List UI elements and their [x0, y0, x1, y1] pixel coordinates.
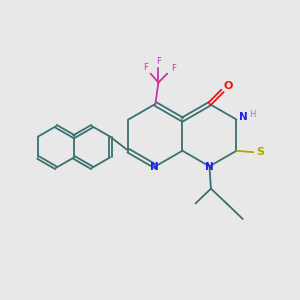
Text: S: S: [256, 147, 264, 157]
Text: N: N: [238, 112, 247, 122]
Text: H: H: [249, 110, 255, 119]
Text: F: F: [143, 63, 148, 72]
Text: F: F: [171, 64, 176, 74]
Text: N: N: [205, 162, 214, 172]
Text: N: N: [149, 162, 158, 172]
Text: F: F: [156, 57, 161, 66]
Text: O: O: [223, 80, 232, 91]
